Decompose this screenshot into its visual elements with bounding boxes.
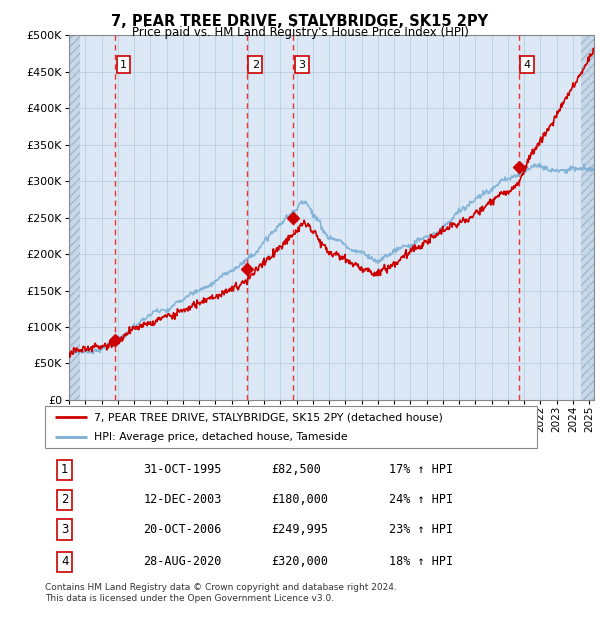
Text: 23% ↑ HPI: 23% ↑ HPI (389, 523, 454, 536)
Text: 17% ↑ HPI: 17% ↑ HPI (389, 464, 454, 476)
Text: HPI: Average price, detached house, Tameside: HPI: Average price, detached house, Tame… (94, 432, 348, 442)
Bar (69, 35, 80, 400)
Bar (581, 35, 597, 400)
FancyBboxPatch shape (45, 406, 537, 448)
Text: 12-DEC-2003: 12-DEC-2003 (143, 494, 222, 506)
Text: 24% ↑ HPI: 24% ↑ HPI (389, 494, 454, 506)
Text: 20-OCT-2006: 20-OCT-2006 (143, 523, 222, 536)
Text: 1: 1 (120, 60, 127, 69)
Text: 1: 1 (61, 464, 68, 476)
Text: 28-AUG-2020: 28-AUG-2020 (143, 556, 222, 568)
Text: £320,000: £320,000 (271, 556, 328, 568)
Text: 4: 4 (523, 60, 530, 69)
Text: £249,995: £249,995 (271, 523, 328, 536)
Text: 3: 3 (298, 60, 305, 69)
Text: 3: 3 (61, 523, 68, 536)
Text: Contains HM Land Registry data © Crown copyright and database right 2024.: Contains HM Land Registry data © Crown c… (45, 583, 397, 592)
Text: Price paid vs. HM Land Registry's House Price Index (HPI): Price paid vs. HM Land Registry's House … (131, 26, 469, 39)
Text: 7, PEAR TREE DRIVE, STALYBRIDGE, SK15 2PY: 7, PEAR TREE DRIVE, STALYBRIDGE, SK15 2P… (112, 14, 488, 29)
Text: 2: 2 (61, 494, 68, 506)
Text: 4: 4 (61, 556, 68, 568)
Text: £180,000: £180,000 (271, 494, 328, 506)
Text: £82,500: £82,500 (271, 464, 321, 476)
Text: 7, PEAR TREE DRIVE, STALYBRIDGE, SK15 2PY (detached house): 7, PEAR TREE DRIVE, STALYBRIDGE, SK15 2P… (94, 412, 443, 422)
Text: This data is licensed under the Open Government Licence v3.0.: This data is licensed under the Open Gov… (45, 594, 334, 603)
Text: 18% ↑ HPI: 18% ↑ HPI (389, 556, 454, 568)
Text: 31-OCT-1995: 31-OCT-1995 (143, 464, 222, 476)
Text: 2: 2 (252, 60, 259, 69)
